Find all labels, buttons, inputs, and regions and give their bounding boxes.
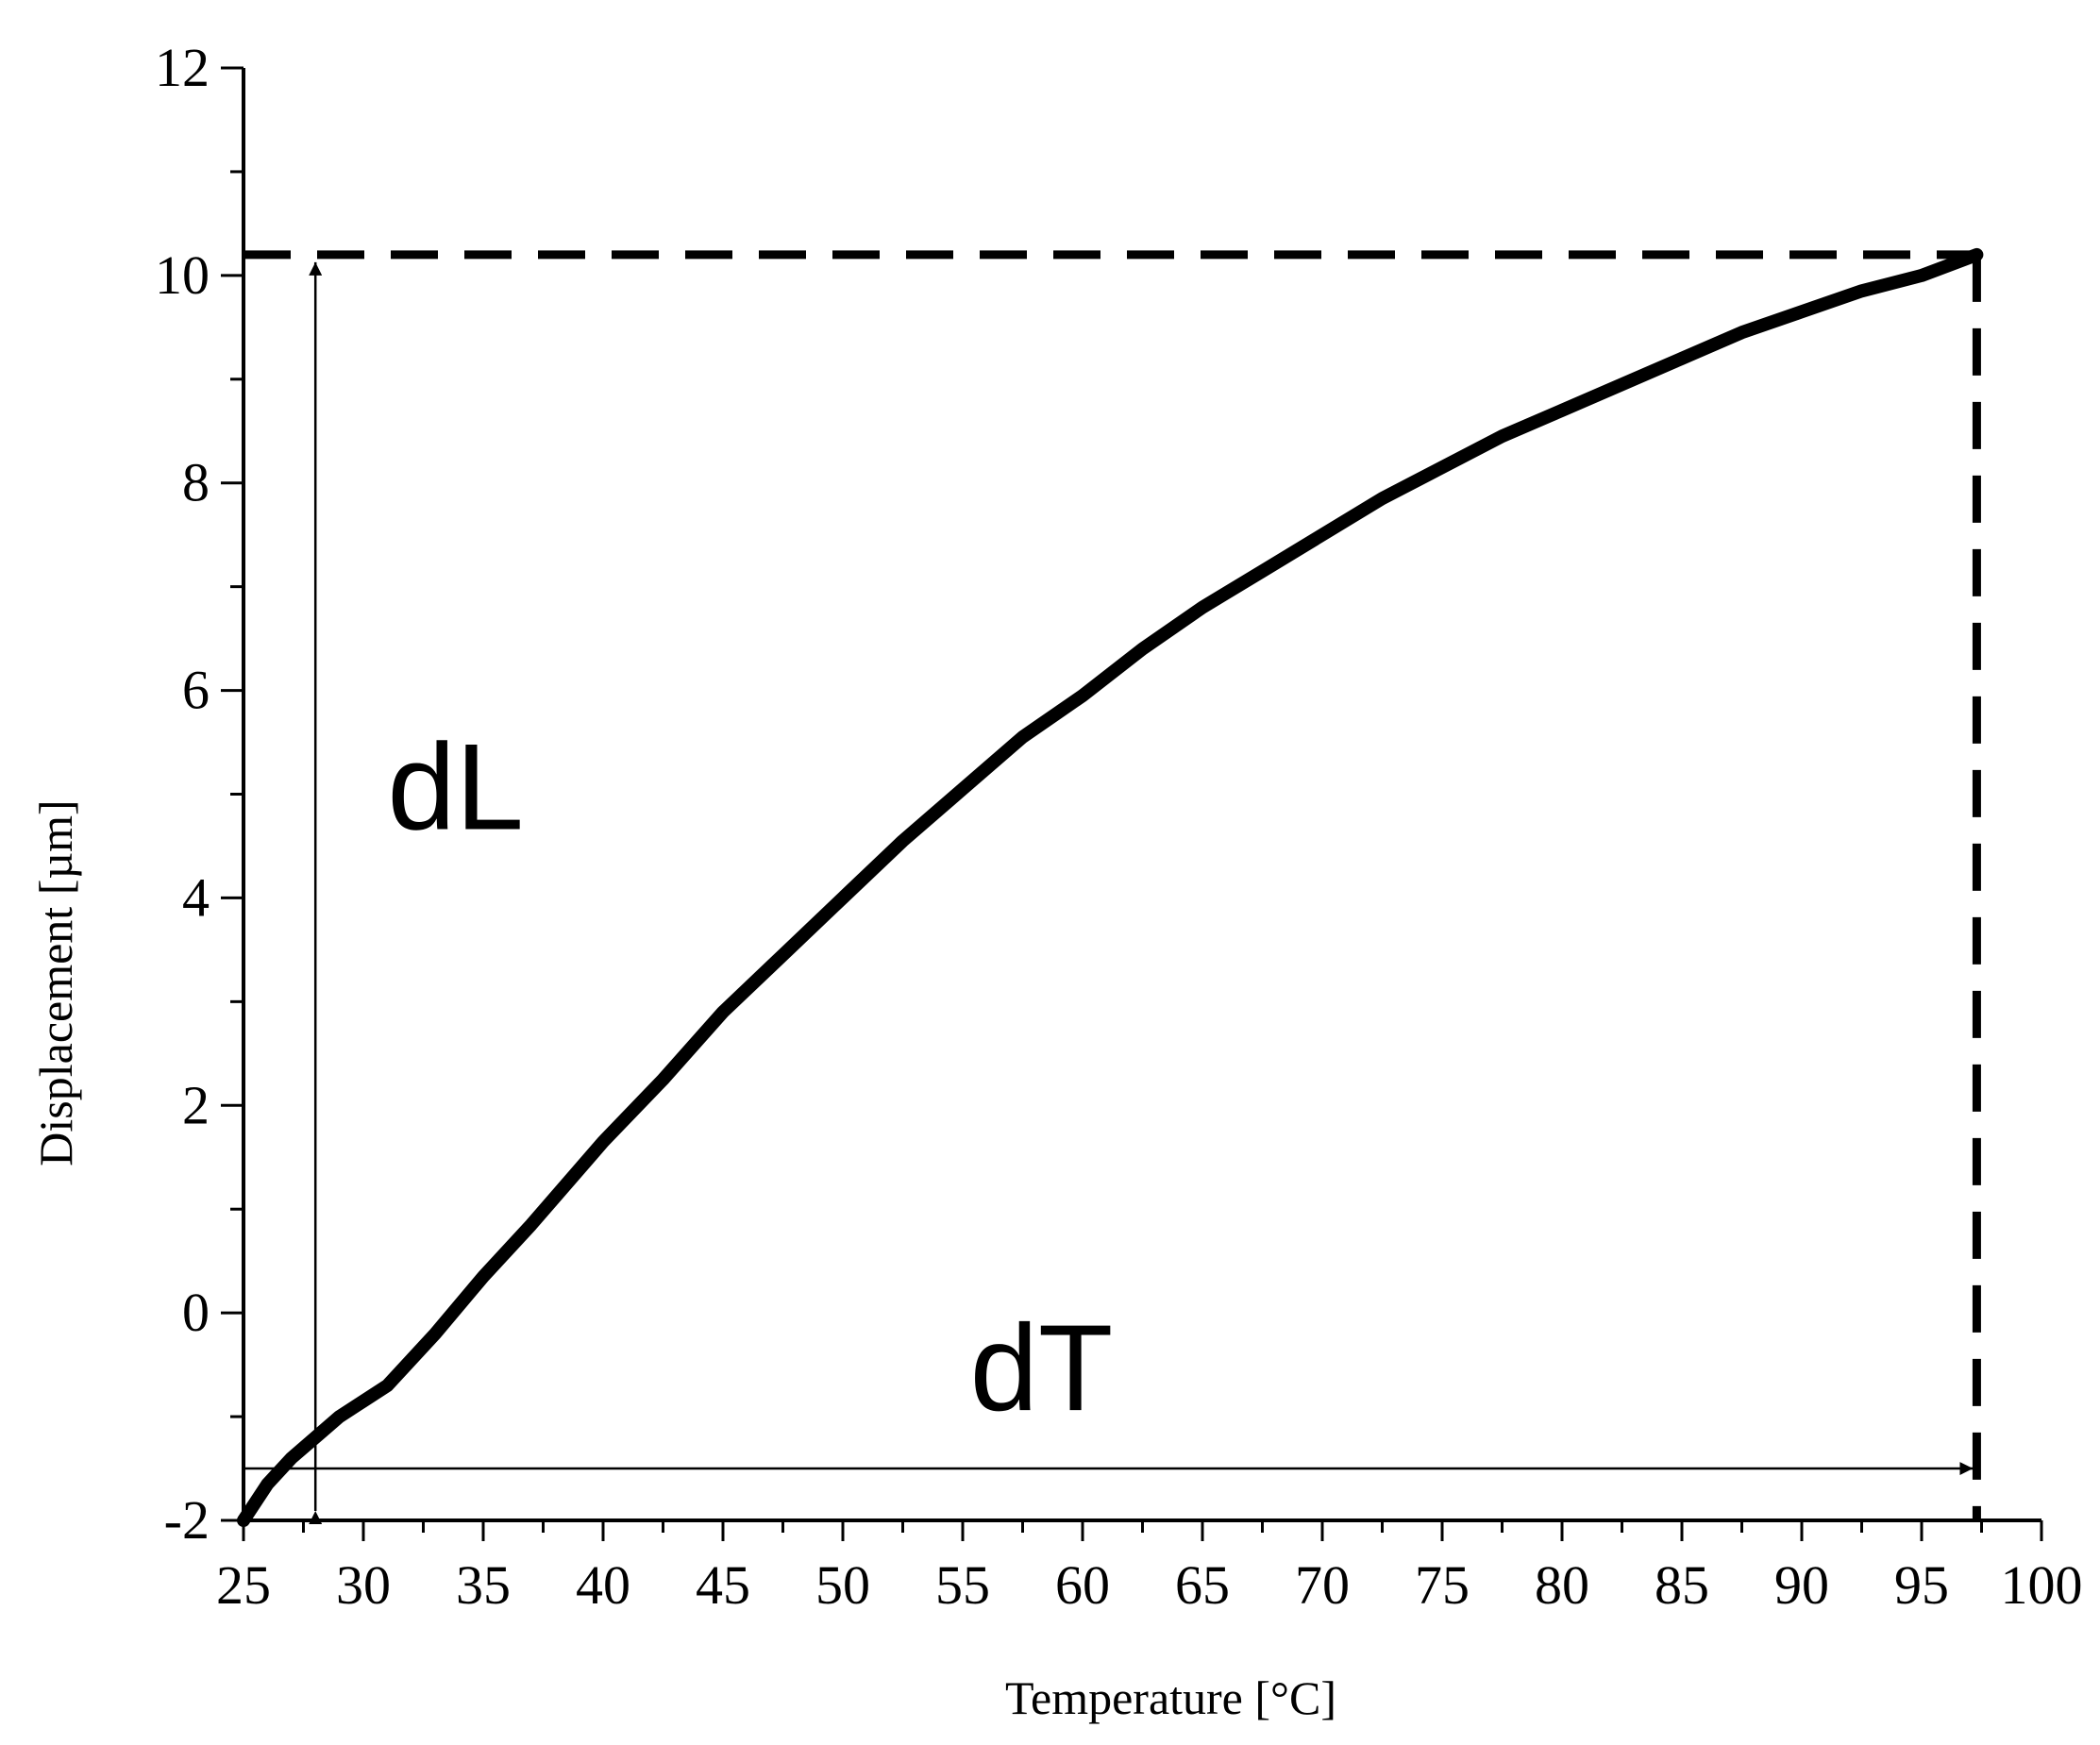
x-tick-label: 35 bbox=[456, 1554, 511, 1616]
y-axis-ticks: -2 0 2 4 6 8 10 12 bbox=[155, 37, 244, 1551]
x-tick-label: 70 bbox=[1295, 1554, 1350, 1616]
x-tick-label: 65 bbox=[1175, 1554, 1230, 1616]
y-tick-label: 6 bbox=[182, 660, 210, 721]
x-tick-label: 95 bbox=[1894, 1554, 1949, 1616]
x-tick-label: 40 bbox=[576, 1554, 630, 1616]
x-tick-label: 30 bbox=[336, 1554, 391, 1616]
y-tick-label: 12 bbox=[155, 37, 210, 98]
x-axis-ticks: 25 30 35 40 45 50 55 60 65 70 75 80 85 90 95 100 bbox=[216, 1520, 2083, 1616]
y-tick-label: 4 bbox=[182, 866, 210, 928]
x-tick-label: 25 bbox=[216, 1554, 271, 1616]
x-tick-label: 85 bbox=[1655, 1554, 1709, 1616]
axes: 25 30 35 40 45 50 55 60 65 70 75 80 85 90 95 100 -2 0 2 4 6… bbox=[155, 37, 2083, 1616]
dt-label: dT bbox=[970, 1299, 1114, 1436]
x-tick-label: 80 bbox=[1535, 1554, 1589, 1616]
y-tick-label: 2 bbox=[182, 1074, 210, 1135]
y-tick-label: 8 bbox=[182, 452, 210, 513]
x-tick-label: 75 bbox=[1415, 1554, 1470, 1616]
dl-label: dL bbox=[387, 718, 524, 856]
data-series bbox=[237, 247, 1984, 1527]
annotations: dL dT bbox=[244, 261, 1974, 1524]
x-tick-label: 60 bbox=[1055, 1554, 1110, 1616]
y-tick-label: 10 bbox=[155, 244, 210, 306]
series-line bbox=[237, 247, 1984, 1527]
y-tick-label: 0 bbox=[182, 1282, 210, 1343]
x-tick-label: 90 bbox=[1774, 1554, 1829, 1616]
y-tick-label: -2 bbox=[164, 1489, 210, 1551]
y-axis-title: Displacement [µm] bbox=[29, 799, 82, 1166]
x-tick-label: 100 bbox=[2001, 1554, 2083, 1616]
x-tick-label: 50 bbox=[815, 1554, 870, 1616]
x-axis-title: Temperature [°C] bbox=[1005, 1671, 1336, 1724]
x-tick-label: 55 bbox=[935, 1554, 990, 1616]
x-tick-label: 45 bbox=[696, 1554, 750, 1616]
reference-lines bbox=[244, 250, 1981, 1520]
